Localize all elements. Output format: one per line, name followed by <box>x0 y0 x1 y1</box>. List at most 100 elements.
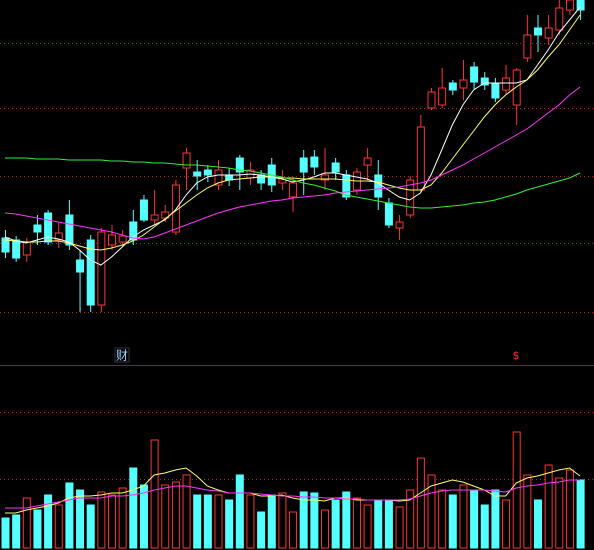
candle-body <box>65 214 74 246</box>
volume-bar <box>289 511 298 549</box>
volume-bar <box>235 474 244 549</box>
candle-body <box>512 69 521 106</box>
candle-body <box>565 0 574 11</box>
candle-body <box>76 259 85 273</box>
candle-body <box>235 157 244 173</box>
volume-bar <box>395 506 404 549</box>
annotation-box <box>114 347 130 363</box>
volume-bar <box>171 481 180 549</box>
candle-body <box>384 202 393 226</box>
volume-bar <box>342 491 351 549</box>
annotation: 财 <box>116 349 128 363</box>
volume-bar <box>22 497 31 549</box>
volume-bar <box>33 509 42 549</box>
volume-bar <box>108 494 116 549</box>
candle-body <box>321 174 329 181</box>
candle-body <box>33 224 42 233</box>
volume-bar <box>246 494 255 549</box>
candle-body <box>289 182 298 198</box>
candle-body <box>459 79 468 89</box>
candle-body <box>448 82 457 91</box>
candle-body <box>161 211 170 219</box>
volume-bar <box>321 509 329 549</box>
candle-body <box>257 174 266 184</box>
ma-line <box>5 479 581 509</box>
candle-body <box>129 221 138 241</box>
volume-bar <box>416 457 425 549</box>
candle-body <box>576 0 585 11</box>
candle-body <box>331 162 340 173</box>
candle-body <box>150 214 159 221</box>
candle-body <box>44 212 53 243</box>
volume-bar <box>193 494 202 549</box>
candle-body <box>108 234 116 246</box>
volume-bar <box>12 514 21 549</box>
annotation: $ <box>513 349 520 362</box>
volume-bar <box>44 494 53 549</box>
volume-bar <box>278 492 287 549</box>
candle-body <box>491 82 500 99</box>
volume-bar <box>374 499 383 549</box>
candle-body <box>395 221 404 229</box>
ma-line <box>4 6 581 266</box>
volume-bar <box>161 484 170 549</box>
volume-bar <box>310 492 319 549</box>
candle-body <box>12 239 21 259</box>
volume-bar <box>406 489 415 549</box>
volume-bar <box>576 479 585 549</box>
volume-bar <box>1 517 10 549</box>
candle-body <box>182 152 191 169</box>
volume-bar <box>470 489 479 549</box>
candle-body <box>299 157 308 173</box>
candle-body <box>374 174 383 198</box>
volume-bar <box>150 439 159 549</box>
volume-bar <box>491 489 500 549</box>
candle-body <box>22 241 31 256</box>
candle-body <box>310 156 319 168</box>
candle-body <box>480 77 489 86</box>
volume-bar <box>512 431 521 549</box>
volume-bar <box>544 464 553 549</box>
volume-bar <box>225 499 234 549</box>
volume-bar <box>65 482 74 549</box>
volume-bar <box>523 474 532 549</box>
volume-bar <box>363 504 372 549</box>
volume-bar <box>352 497 361 549</box>
volume-bar <box>97 491 106 549</box>
candle-body <box>555 7 564 31</box>
volume-bar <box>427 474 436 549</box>
candle-body <box>438 87 447 106</box>
ma-line <box>4 86 581 240</box>
volume-bar <box>299 491 308 549</box>
candle-body <box>363 157 372 166</box>
volume-bar <box>534 499 542 549</box>
candle-body <box>534 27 542 36</box>
candle-body <box>214 169 223 186</box>
ma-line <box>5 157 581 209</box>
candle-body <box>427 91 436 109</box>
volume-bar <box>214 494 223 549</box>
volume-bar <box>118 487 127 549</box>
volume-bar <box>267 494 276 549</box>
volume-bar <box>139 484 148 549</box>
candle-body <box>544 27 553 39</box>
volume-bar <box>331 499 340 549</box>
volume-bar <box>565 469 574 549</box>
volume-bar <box>182 474 191 549</box>
candle-body <box>54 232 63 241</box>
candle-body <box>1 237 10 253</box>
candle-body <box>502 77 511 91</box>
volume-bar <box>129 467 138 549</box>
candle-body <box>193 171 202 177</box>
candle-body <box>342 174 351 198</box>
candle-body <box>416 126 425 191</box>
volume-bar <box>459 484 468 549</box>
volume-bar <box>257 511 266 549</box>
volume-bar <box>203 494 212 549</box>
candle-body <box>139 199 148 221</box>
volume-bar <box>86 504 95 549</box>
volume-bar <box>555 477 564 549</box>
candle-body <box>203 169 212 176</box>
